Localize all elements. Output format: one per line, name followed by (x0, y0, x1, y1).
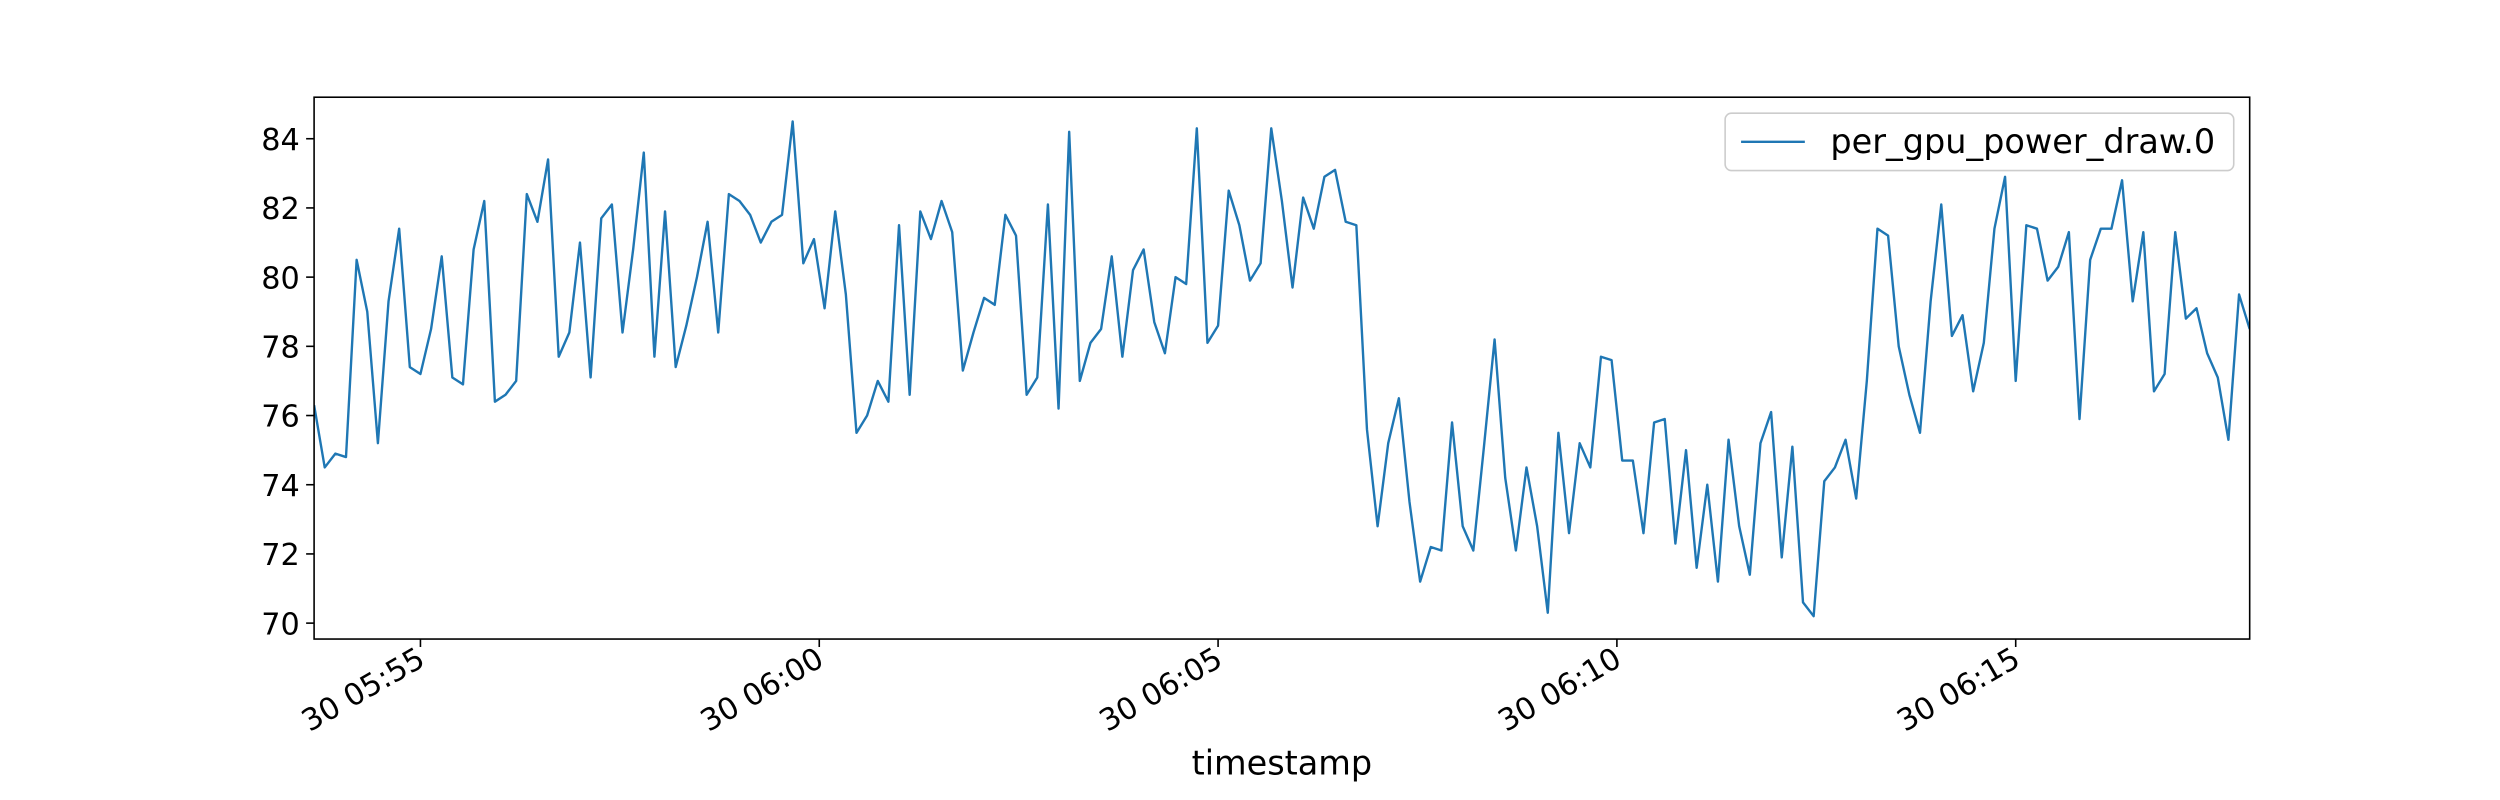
data-line (314, 120, 2250, 618)
y-tick-label: 78 (261, 330, 300, 365)
legend-label: per_gpu_power_draw.0 (1830, 122, 2215, 161)
legend: per_gpu_power_draw.0 (1724, 112, 2235, 172)
legend-frame (1724, 112, 2235, 172)
y-tick-label: 72 (261, 538, 300, 573)
y-tick-label: 82 (261, 192, 300, 227)
x-axis-label: timestamp (1192, 744, 1373, 783)
y-tick-label: 84 (261, 123, 300, 158)
y-tick-label: 80 (261, 261, 300, 296)
y-tick-label: 76 (261, 400, 300, 435)
y-tick-label: 74 (261, 469, 300, 504)
y-tick-label: 70 (261, 607, 300, 642)
plot-frame (313, 96, 2251, 640)
